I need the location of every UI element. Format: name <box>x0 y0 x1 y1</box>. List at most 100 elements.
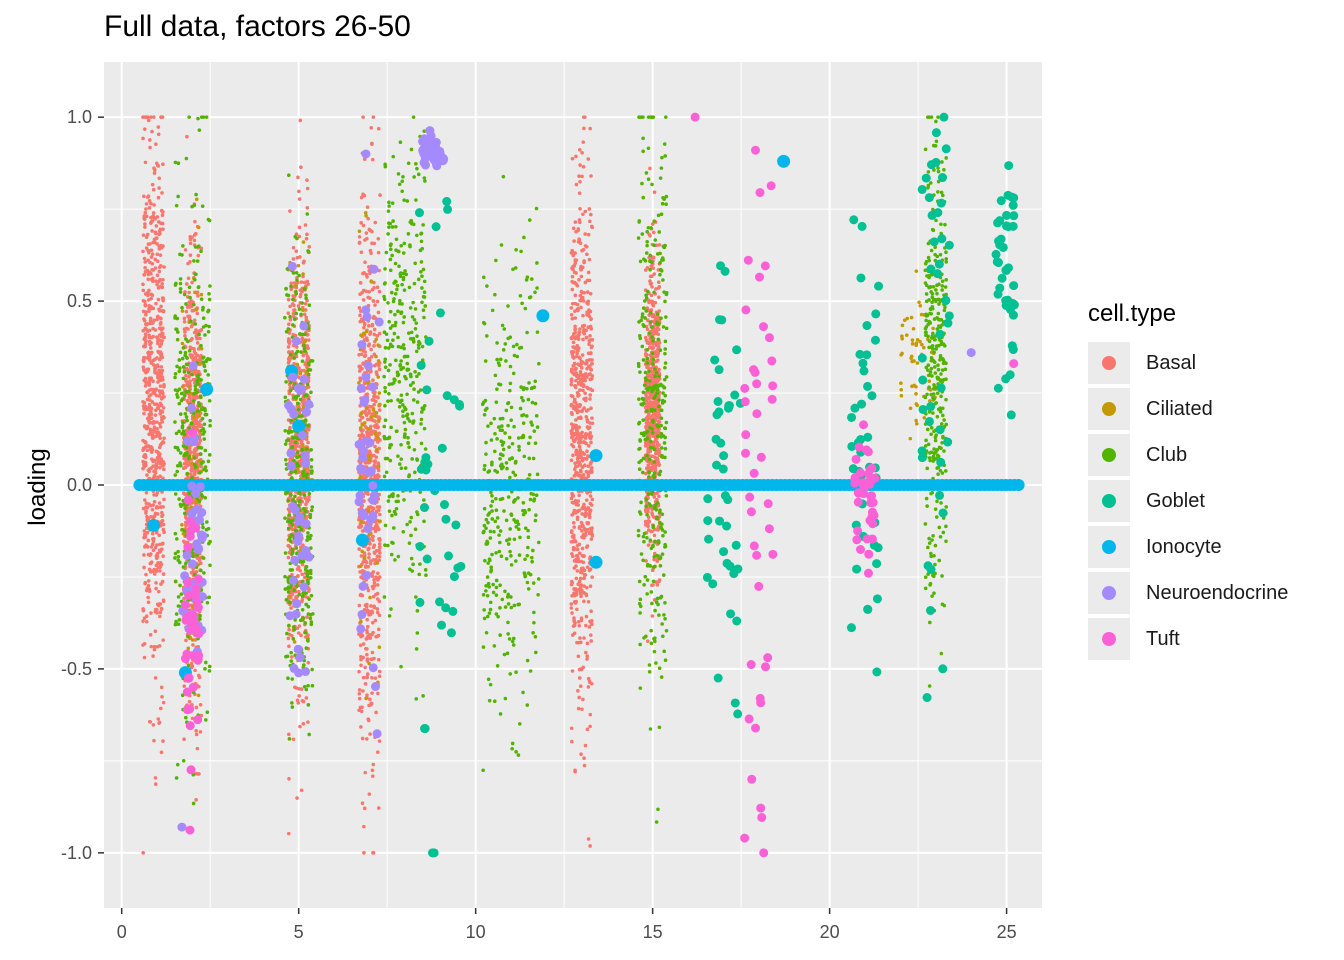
point-club <box>293 494 297 499</box>
point-club <box>177 497 181 501</box>
point-basal <box>370 288 375 292</box>
point-basal <box>304 502 308 507</box>
point-club <box>187 115 191 119</box>
point-basal <box>655 583 660 587</box>
point-basal <box>582 331 587 336</box>
point-basal <box>372 453 376 458</box>
point-basal <box>193 351 198 356</box>
point-basal <box>186 459 191 464</box>
point-club <box>175 337 180 342</box>
point-basal <box>154 142 158 146</box>
point-basal <box>590 374 595 378</box>
point-club <box>199 249 203 254</box>
point-basal <box>582 756 586 761</box>
point-club <box>201 426 206 431</box>
point-basal <box>362 325 366 330</box>
point-basal <box>141 358 146 362</box>
point-basal <box>584 498 589 502</box>
point-club <box>189 319 193 324</box>
point-basal <box>368 732 372 736</box>
point-basal <box>299 280 304 284</box>
point-basal <box>362 851 366 855</box>
point-basal <box>184 638 188 643</box>
point-basal <box>143 210 148 215</box>
point-basal <box>590 421 595 426</box>
point-basal <box>146 538 151 543</box>
point-basal <box>579 366 584 370</box>
point-basal <box>142 256 147 261</box>
point-basal <box>304 315 308 320</box>
point-basal <box>588 501 593 506</box>
point-basal <box>160 514 164 519</box>
point-basal <box>153 609 158 614</box>
point-basal <box>653 300 658 305</box>
point-club <box>207 292 211 296</box>
point-basal <box>303 223 308 227</box>
point-basal <box>190 280 194 285</box>
point-basal <box>291 311 296 316</box>
point-basal <box>194 334 199 338</box>
point-basal <box>183 290 187 294</box>
point-club <box>206 308 211 313</box>
point-basal <box>150 229 154 233</box>
point-basal <box>145 390 150 394</box>
point-basal <box>366 717 371 721</box>
point-basal <box>590 416 594 420</box>
point-basal <box>143 453 147 457</box>
point-basal <box>147 199 152 203</box>
point-basal <box>142 318 147 323</box>
point-basal <box>146 583 151 588</box>
point-basal <box>573 301 578 306</box>
point-basal <box>142 217 147 221</box>
point-basal <box>375 299 380 304</box>
point-basal <box>305 206 310 210</box>
point-ciliated <box>376 435 380 440</box>
point-basal <box>157 368 161 373</box>
point-basal <box>373 529 378 534</box>
point-basal <box>288 317 293 322</box>
point-club <box>182 432 187 437</box>
point-ciliated <box>914 421 919 426</box>
point-ciliated <box>192 415 197 420</box>
point-club <box>310 359 315 363</box>
point-basal <box>161 326 165 331</box>
point-basal <box>366 588 371 593</box>
point-basal <box>584 614 589 619</box>
point-basal <box>287 627 291 632</box>
point-club <box>304 646 309 650</box>
point-basal <box>575 517 580 521</box>
point-basal <box>161 527 166 532</box>
point-basal <box>375 750 380 754</box>
point-club <box>195 409 200 413</box>
point-ciliated <box>199 346 204 351</box>
point-ciliated <box>377 391 382 395</box>
point-ciliated <box>917 300 921 305</box>
point-club <box>201 355 206 360</box>
point-basal <box>647 300 651 305</box>
point-basal <box>299 633 303 638</box>
point-club <box>182 529 187 533</box>
point-basal <box>576 240 581 244</box>
point-club <box>207 664 212 669</box>
point-basal <box>299 788 304 793</box>
point-ciliated <box>366 454 371 458</box>
point-basal <box>371 762 376 767</box>
point-club <box>285 631 289 636</box>
point-basal <box>287 644 291 649</box>
point-basal <box>292 361 296 366</box>
point-basal <box>300 699 305 703</box>
point-club <box>205 710 210 715</box>
point-basal <box>365 617 369 622</box>
point-basal <box>571 340 576 345</box>
point-ciliated <box>910 359 914 364</box>
point-ciliated <box>301 308 305 312</box>
point-basal <box>588 338 592 342</box>
point-basal <box>571 554 575 559</box>
point-club <box>201 556 206 560</box>
point-ciliated <box>294 283 299 288</box>
point-basal <box>159 245 164 250</box>
point-basal <box>375 395 380 399</box>
point-basal <box>302 280 307 285</box>
point-basal <box>188 396 192 400</box>
point-basal <box>144 619 149 624</box>
